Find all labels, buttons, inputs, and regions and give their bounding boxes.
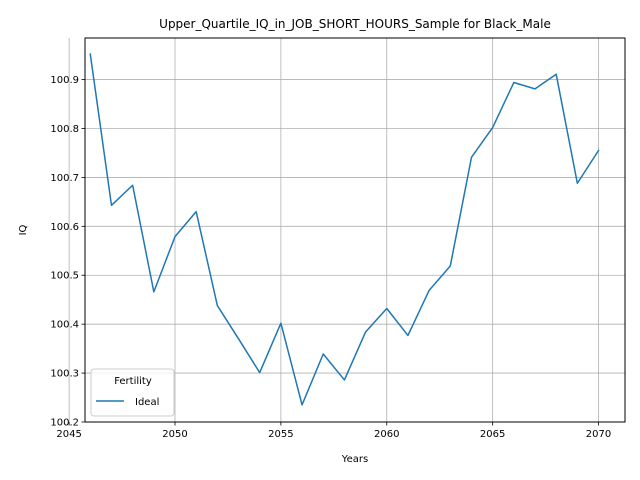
legend: Fertility Ideal	[90, 368, 175, 417]
x-tick-label: 2050	[162, 429, 187, 440]
x-axis: 2045 2050 2055 2060 2065 2070	[56, 422, 611, 440]
grid	[68, 38, 625, 423]
y-tick-label: 100.6	[50, 222, 79, 233]
y-tick-label: 100.4	[50, 320, 79, 331]
y-axis-label: IQ	[18, 224, 29, 235]
legend-label-ideal: Ideal	[135, 397, 159, 408]
plot-area-frame	[84, 37, 626, 423]
x-tick-label: 2060	[374, 429, 399, 440]
x-tick-label: 2070	[586, 429, 611, 440]
x-tick-label: 2045	[56, 429, 81, 440]
y-tick-label: 100.5	[50, 271, 79, 282]
series-line-ideal	[89, 53, 600, 406]
chart-title: Upper_Quartile_IQ_in_JOB_SHORT_HOURS_Sam…	[159, 17, 551, 31]
y-tick-label: 100.7	[50, 173, 79, 184]
x-tick-label: 2065	[480, 429, 505, 440]
y-axis: 100.2 100.3 100.4 100.5 100.6 100.7 100.8 100.9	[50, 75, 85, 429]
y-tick-label: 100.8	[50, 124, 79, 135]
y-tick-label: 100.2	[50, 418, 79, 429]
legend-box	[90, 368, 175, 417]
x-axis-label: Years	[341, 454, 368, 465]
y-tick-label: 100.9	[50, 75, 79, 86]
series-layer	[89, 53, 600, 406]
x-tick-label: 2055	[268, 429, 293, 440]
legend-title: Fertility	[114, 376, 152, 387]
y-tick-label: 100.3	[50, 369, 79, 380]
